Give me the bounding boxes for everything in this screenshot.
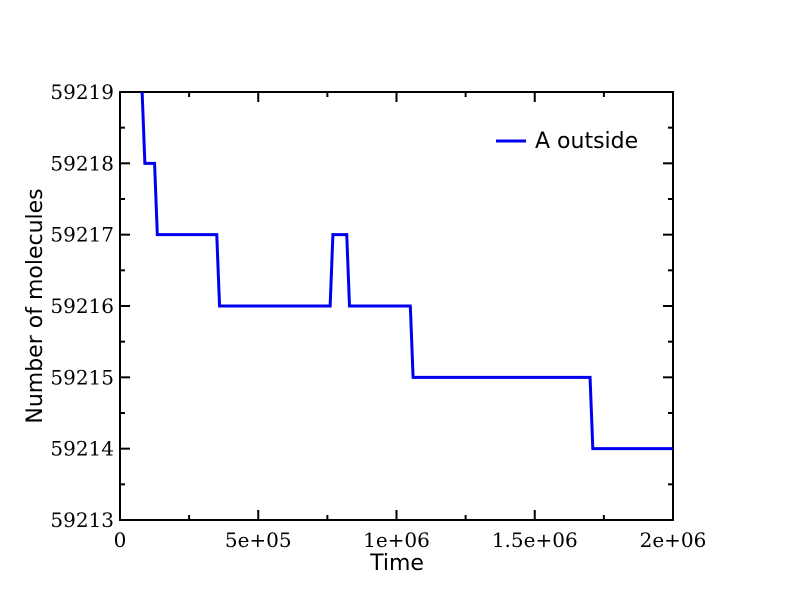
series-line-a-outside — [140, 91, 673, 451]
y-tick-label: 59218 — [50, 151, 114, 175]
y-tick-label: 59217 — [50, 223, 114, 247]
series-layer — [140, 91, 673, 451]
legend-label-a-outside: A outside — [535, 129, 638, 154]
x-axis-title: Time — [369, 551, 424, 576]
x-tick-label: 5e+05 — [225, 528, 292, 552]
y-tick-label: 59213 — [50, 508, 114, 532]
x-tick-label: 0 — [114, 528, 127, 552]
y-tick-label: 59215 — [50, 365, 114, 389]
y-axis-title: Number of molecules — [23, 188, 48, 423]
y-tick-label: 59219 — [50, 80, 114, 104]
axis-tick-labels: 0 5e+05 1e+06 1.5e+06 2e+06 59213 59214 59215 59… — [50, 80, 706, 552]
y-tick-label: 59214 — [50, 437, 114, 461]
x-tick-label: 1e+06 — [363, 528, 430, 552]
x-tick-label: 1.5e+06 — [492, 528, 578, 552]
x-tick-label: 2e+06 — [640, 528, 707, 552]
legend: A outside — [496, 129, 638, 154]
y-tick-label: 59216 — [50, 294, 114, 318]
